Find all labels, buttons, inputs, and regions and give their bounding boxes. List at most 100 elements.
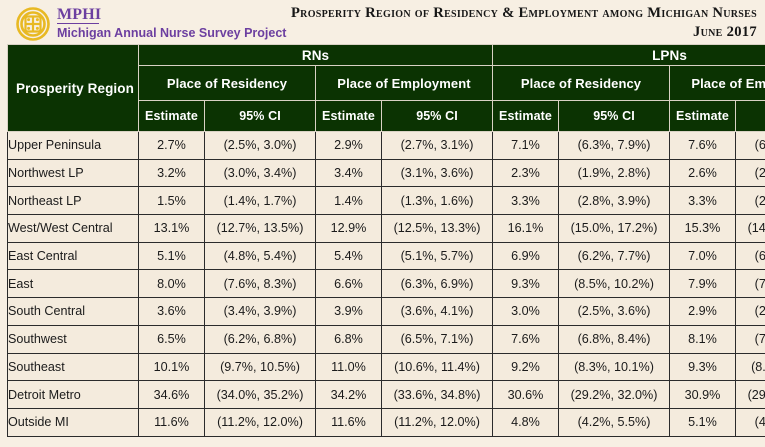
estimate-cell: 34.2% <box>315 380 382 409</box>
confidence-interval-cell: (1.4%, 1.7%) <box>204 186 316 216</box>
leaf-header-lpn-residency-ci: 95% CI <box>558 100 670 132</box>
confidence-interval-cell: (29.5%, 32.4%) <box>734 380 765 409</box>
mphi-acronym: MPHI <box>57 6 102 24</box>
leaf-header-lpn-residency-estimate: Estimate <box>492 100 559 132</box>
confidence-interval-cell: (3.6%, 4.1%) <box>381 297 493 326</box>
estimate-cell: 1.4% <box>315 186 382 216</box>
estimate-cell: 12.9% <box>315 214 382 243</box>
leaf-header-rn-residency-ci: 95% CI <box>204 100 316 132</box>
estimate-cell: 2.9% <box>315 131 382 160</box>
leaf-header-lpn-employment-ci: 95% CI <box>734 100 765 132</box>
estimate-cell: 16.1% <box>492 214 559 243</box>
estimate-cell: 3.3% <box>669 186 736 216</box>
estimate-cell: 2.3% <box>492 158 559 188</box>
estimate-cell: 8.0% <box>138 269 205 299</box>
estimate-cell: 34.6% <box>138 380 205 409</box>
subheader-rn-place-of-residency: Place of Residency <box>138 65 316 101</box>
confidence-interval-cell: (6.5%, 7.1%) <box>381 324 493 354</box>
confidence-interval-cell: (2.5%, 3.0%) <box>204 131 316 160</box>
confidence-interval-cell: (6.2%, 7.7%) <box>558 241 670 271</box>
estimate-cell: 11.6% <box>138 407 205 437</box>
table-body: Upper Peninsula 2.7% (2.5%, 3.0%) 2.9% (2.7%… <box>7 131 765 437</box>
estimate-cell: 1.5% <box>138 186 205 216</box>
estimate-cell: 6.6% <box>315 269 382 299</box>
estimate-cell: 2.9% <box>669 297 736 326</box>
confidence-interval-cell: (2.7%, 3.9%) <box>734 186 765 216</box>
confidence-interval-cell: (7.6%, 8.3%) <box>204 269 316 299</box>
region-name-cell: Detroit Metro <box>7 380 139 409</box>
estimate-cell: 7.6% <box>492 324 559 354</box>
confidence-interval-cell: (12.7%, 13.5%) <box>204 214 316 243</box>
estimate-cell: 11.6% <box>315 407 382 437</box>
leaf-header-rn-employment-estimate: Estimate <box>315 100 382 132</box>
confidence-interval-cell: (6.3%, 6.9%) <box>381 269 493 299</box>
page-title: Prosperity Region of Residency & Employm… <box>290 5 757 21</box>
confidence-interval-cell: (4.2%, 5.5%) <box>558 407 670 437</box>
estimate-cell: 30.9% <box>669 380 736 409</box>
prosperity-region-table: Prosperity Region RNs LPNs Place of Resi… <box>7 44 765 437</box>
estimate-cell: 2.6% <box>669 158 736 188</box>
leaf-header-rn-residency-estimate: Estimate <box>138 100 205 132</box>
estimate-cell: 30.6% <box>492 380 559 409</box>
table-row: Northeast LP 1.5% (1.4%, 1.7%) 1.4% (1.3%, 1… <box>7 186 765 216</box>
group-header-lpns: LPNs <box>491 44 765 66</box>
confidence-interval-cell: (8.4%, 10.3%) <box>734 352 765 382</box>
confidence-interval-cell: (4.4%, 5.8%) <box>734 407 765 437</box>
confidence-interval-cell: (2.4%, 3.5%) <box>734 297 765 326</box>
subheader-lpn-place-of-residency: Place of Residency <box>492 65 670 101</box>
leaf-header-rn-employment-ci: 95% CI <box>381 100 493 132</box>
confidence-interval-cell: (2.7%, 3.1%) <box>381 131 493 160</box>
data-table-container: Prosperity Region RNs LPNs Place of Resi… <box>7 44 765 437</box>
table-row: Northwest LP 3.2% (3.0%, 3.4%) 3.4% (3.1%, 3… <box>7 158 765 188</box>
confidence-interval-cell: (6.3%, 7.9%) <box>558 131 670 160</box>
confidence-interval-cell: (6.2%, 7.8%) <box>734 241 765 271</box>
table-row: Outside MI 11.6% (11.2%, 12.0%) 11.6% (11.2%… <box>7 407 765 437</box>
confidence-interval-cell: (15.0%, 17.2%) <box>558 214 670 243</box>
confidence-interval-cell: (1.3%, 1.6%) <box>381 186 493 216</box>
confidence-interval-cell: (11.2%, 12.0%) <box>381 407 493 437</box>
confidence-interval-cell: (3.1%, 3.6%) <box>381 158 493 188</box>
mphi-brand-text: MPHI Michigan Annual Nurse Survey Projec… <box>57 5 286 41</box>
group-header-rns: RNs <box>138 44 493 66</box>
estimate-cell: 10.1% <box>138 352 205 382</box>
report-header: MPHI Michigan Annual Nurse Survey Projec… <box>0 0 765 44</box>
confidence-interval-cell: (14.2%, 16.5%) <box>734 214 765 243</box>
estimate-cell: 6.5% <box>138 324 205 354</box>
estimate-cell: 13.1% <box>138 214 205 243</box>
region-name-cell: Outside MI <box>7 407 139 437</box>
confidence-interval-cell: (9.7%, 10.5%) <box>204 352 316 382</box>
table-row: Detroit Metro 34.6% (34.0%, 35.2%) 34.2% (33… <box>7 380 765 409</box>
estimate-cell: 11.0% <box>315 352 382 382</box>
table-row: Upper Peninsula 2.7% (2.5%, 3.0%) 2.9% (2.7%… <box>7 131 765 160</box>
estimate-cell: 9.2% <box>492 352 559 382</box>
estimate-cell: 5.1% <box>138 241 205 271</box>
confidence-interval-cell: (34.0%, 35.2%) <box>204 380 316 409</box>
region-name-cell: Southwest <box>7 324 139 354</box>
confidence-interval-cell: (10.6%, 11.4%) <box>381 352 493 382</box>
estimate-cell: 5.4% <box>315 241 382 271</box>
table-row: East Central 5.1% (4.8%, 5.4%) 5.4% (5.1%, 5… <box>7 241 765 271</box>
confidence-interval-cell: (6.2%, 6.8%) <box>204 324 316 354</box>
subheader-rn-place-of-employment: Place of Employment <box>315 65 493 101</box>
confidence-interval-cell: (33.6%, 34.8%) <box>381 380 493 409</box>
estimate-cell: 9.3% <box>492 269 559 299</box>
table-row: West/West Central 13.1% (12.7%, 13.5%) 12.9… <box>7 214 765 243</box>
corner-header-prosperity-region: Prosperity Region <box>7 44 139 132</box>
estimate-cell: 6.9% <box>492 241 559 271</box>
confidence-interval-cell: (1.9%, 2.8%) <box>558 158 670 188</box>
estimate-cell: 2.7% <box>138 131 205 160</box>
estimate-cell: 5.1% <box>669 407 736 437</box>
estimate-cell: 6.8% <box>315 324 382 354</box>
estimate-cell: 7.9% <box>669 269 736 299</box>
estimate-cell: 8.1% <box>669 324 736 354</box>
region-name-cell: Southeast <box>7 352 139 382</box>
confidence-interval-cell: (3.4%, 3.9%) <box>204 297 316 326</box>
confidence-interval-cell: (2.8%, 3.9%) <box>558 186 670 216</box>
region-name-cell: Northwest LP <box>7 158 139 188</box>
leaf-header-lpn-employment-estimate: Estimate <box>669 100 736 132</box>
confidence-interval-cell: (6.8%, 8.4%) <box>558 324 670 354</box>
confidence-interval-cell: (8.5%, 10.2%) <box>558 269 670 299</box>
confidence-interval-cell: (7.3%, 9.1%) <box>734 324 765 354</box>
estimate-cell: 3.0% <box>492 297 559 326</box>
mphi-tagline: Michigan Annual Nurse Survey Project <box>57 26 287 40</box>
